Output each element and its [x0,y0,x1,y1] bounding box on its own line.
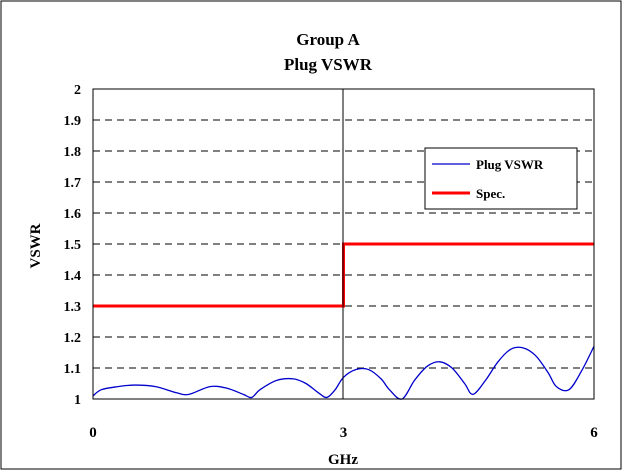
y-tick-label: 1.3 [64,300,82,315]
y-tick-label: 1 [74,393,81,408]
x-tick-label: 6 [590,425,598,441]
y-tick-label: 1.7 [64,176,82,191]
y-tick-label: 1.9 [64,114,82,129]
series-line-plug-vswr [92,346,595,400]
x-tick-label: 3 [340,425,348,441]
y-tick-label: 1.4 [64,269,82,284]
legend-box [424,147,578,210]
legend: Plug VSWR Spec. [424,147,578,210]
y-tick-label: 1.6 [64,207,82,222]
y-tick-label: 2 [74,83,81,98]
x-axis-label: GHz [328,452,358,468]
y-tick-labels: 1 1.1 1.2 1.3 1.4 1.5 1.6 1.7 1.8 1.9 2 [64,83,82,408]
legend-label-plug-vswr: Plug VSWR [476,157,544,172]
chart-title: Group A [296,30,360,49]
chart-subtitle: Plug VSWR [284,55,373,74]
y-axis-label: VSWR [28,223,44,268]
y-tick-label: 1.5 [64,238,82,253]
x-tick-label: 0 [89,425,97,441]
y-tick-label: 1.2 [64,331,82,346]
legend-label-spec: Spec. [476,186,505,201]
y-tick-label: 1.1 [64,362,82,377]
x-tick-labels: 0 3 6 [89,425,598,441]
y-tick-label: 1.8 [64,145,82,160]
